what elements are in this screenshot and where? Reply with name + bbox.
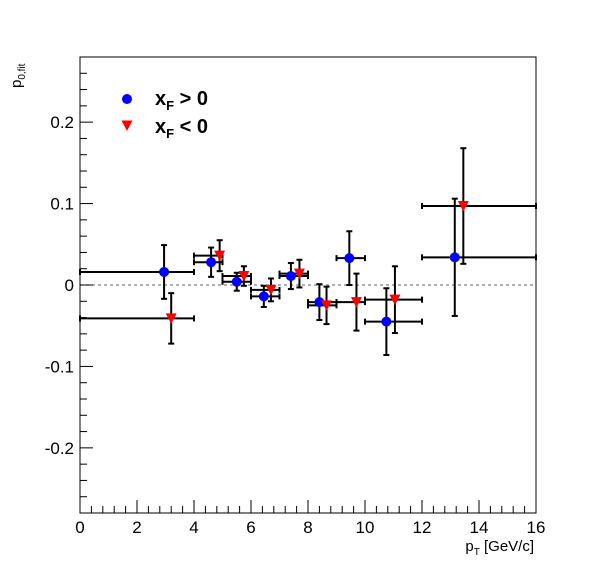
data-point-xf-positive (231, 276, 242, 287)
legend-entry-xf-positive: xF > 0 (122, 88, 208, 113)
axis-tick-labels: 0 2 4 6 8 10 12 14 16 -0.2 -0.1 0 0.1 0.2 (45, 113, 546, 537)
legend: xF > 0 xF < 0 (121, 88, 208, 141)
y-axis-title-main: p (8, 80, 25, 88)
x-axis-title-rest: [GeV/c] (480, 538, 534, 555)
legend-label-xf-negative: xF < 0 (155, 116, 208, 141)
x-tick-label: 6 (246, 518, 255, 537)
legend-marker-triangle (121, 120, 133, 131)
x-axis-title-sub: T (474, 547, 480, 558)
legend-label-xf-positive: xF > 0 (155, 88, 208, 113)
data-point-xf-negative (321, 300, 333, 311)
x-tick-label: 12 (413, 518, 432, 537)
data-point-xf-positive (314, 297, 325, 308)
x-tick-label: 2 (132, 518, 141, 537)
x-tick-label: 16 (527, 518, 546, 537)
data-point-xf-negative (350, 297, 362, 308)
data-point-xf-positive (206, 257, 217, 268)
data-markers (159, 201, 469, 327)
y-tick-label: -0.2 (45, 439, 74, 458)
x-tick-label: 14 (470, 518, 489, 537)
x-tick-label: 4 (189, 518, 198, 537)
legend-marker-circle (122, 94, 132, 104)
y-tick-label: 0 (65, 276, 74, 295)
y-axis-title-sub: 0,fit (17, 63, 28, 79)
legend-entry-xf-negative: xF < 0 (121, 116, 208, 141)
plot-frame (79, 56, 537, 514)
data-point-xf-positive (285, 271, 296, 282)
data-point-xf-positive (159, 266, 170, 277)
x-tick-label: 0 (75, 518, 84, 537)
y-tick-label: 0.1 (50, 195, 74, 214)
y-axis-title: p0,fit (8, 63, 28, 88)
axis-ticks (79, 72, 537, 513)
y-tick-label: -0.1 (45, 357, 74, 376)
data-point-xf-negative (238, 271, 250, 282)
data-point-xf-positive (381, 316, 392, 327)
data-point-xf-negative (293, 268, 305, 280)
data-point-xf-negative (214, 250, 226, 262)
data-point-xf-negative (457, 201, 469, 212)
x-tick-label: 10 (356, 518, 375, 537)
data-point-xf-positive (344, 253, 355, 264)
data-point-xf-positive (258, 291, 269, 302)
data-point-xf-negative (389, 294, 401, 306)
x-axis-title: pT [GeV/c] (465, 538, 534, 558)
x-axis-title-main: p (465, 538, 473, 555)
data-point-xf-positive (449, 252, 460, 263)
y-tick-label: 0.2 (50, 113, 74, 132)
x-tick-label: 8 (303, 518, 312, 537)
data-point-xf-negative (165, 313, 177, 324)
data-point-xf-negative (265, 284, 277, 296)
